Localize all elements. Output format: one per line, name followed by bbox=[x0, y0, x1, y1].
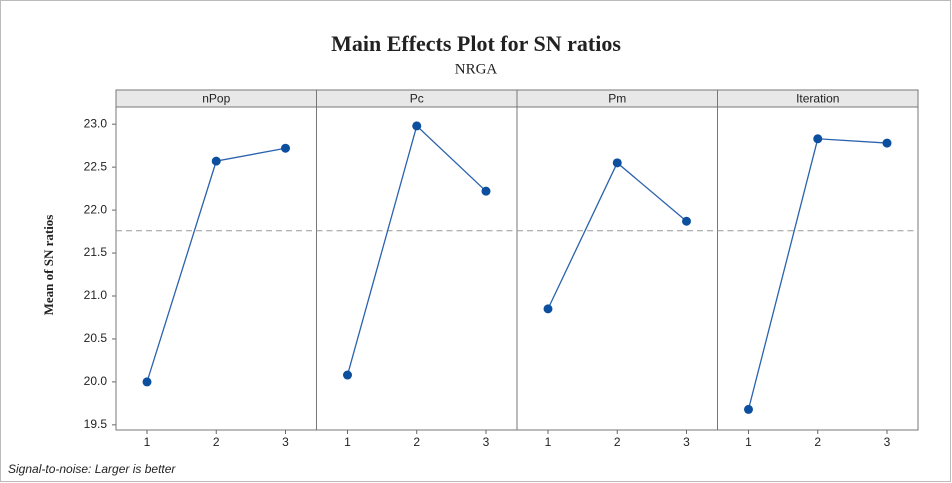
point bbox=[882, 138, 892, 148]
panel-title: nPop bbox=[202, 92, 230, 106]
point bbox=[343, 370, 352, 380]
x-tick-label: 3 bbox=[884, 435, 891, 449]
point bbox=[211, 156, 221, 166]
x-tick-label: 1 bbox=[344, 435, 351, 449]
x-tick-label: 2 bbox=[614, 435, 621, 449]
x-tick-label: 3 bbox=[282, 435, 289, 449]
panel-title: Iteration bbox=[796, 92, 839, 106]
point bbox=[543, 304, 553, 314]
x-tick-label: 3 bbox=[683, 435, 690, 449]
x-tick-label: 1 bbox=[545, 435, 552, 449]
chart-title: Main Effects Plot for SN ratios bbox=[331, 31, 621, 56]
point bbox=[281, 143, 290, 153]
footnote: Signal-to-noise: Larger is better bbox=[8, 462, 176, 476]
y-tick-label: 22.0 bbox=[84, 202, 108, 216]
y-tick-label: 20.5 bbox=[84, 331, 108, 345]
y-tick-label: 23.0 bbox=[84, 116, 108, 130]
point bbox=[744, 404, 753, 414]
x-tick-label: 2 bbox=[814, 435, 821, 449]
panel-title: Pc bbox=[410, 92, 424, 106]
chart-subtitle: NRGA bbox=[455, 61, 498, 77]
point bbox=[142, 377, 152, 387]
x-tick-label: 3 bbox=[483, 435, 490, 449]
point bbox=[481, 186, 491, 196]
y-tick-label: 20.0 bbox=[84, 374, 108, 388]
point bbox=[412, 121, 422, 131]
y-tick-label: 21.0 bbox=[84, 288, 108, 302]
point bbox=[682, 216, 691, 226]
x-tick-label: 2 bbox=[213, 435, 220, 449]
x-tick-label: 1 bbox=[144, 435, 151, 449]
panel-title: Pm bbox=[608, 92, 626, 106]
point bbox=[813, 134, 823, 144]
y-tick-label: 22.5 bbox=[84, 159, 108, 173]
y-tick-label: 21.5 bbox=[84, 245, 108, 259]
x-tick-label: 1 bbox=[745, 435, 752, 449]
y-tick-label: 19.5 bbox=[84, 417, 108, 431]
y-axis-label: Mean of SN ratios bbox=[41, 215, 56, 316]
point bbox=[612, 158, 622, 168]
x-tick-label: 2 bbox=[413, 435, 420, 449]
